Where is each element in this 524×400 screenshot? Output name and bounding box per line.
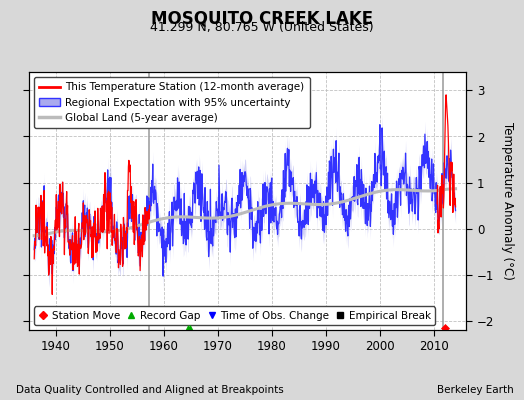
Text: 41.299 N, 80.765 W (United States): 41.299 N, 80.765 W (United States): [150, 21, 374, 34]
Text: Data Quality Controlled and Aligned at Breakpoints: Data Quality Controlled and Aligned at B…: [16, 385, 283, 395]
Text: Berkeley Earth: Berkeley Earth: [437, 385, 514, 395]
Y-axis label: Temperature Anomaly (°C): Temperature Anomaly (°C): [501, 122, 514, 280]
Legend: Station Move, Record Gap, Time of Obs. Change, Empirical Break: Station Move, Record Gap, Time of Obs. C…: [34, 306, 435, 325]
Text: MOSQUITO CREEK LAKE: MOSQUITO CREEK LAKE: [151, 10, 373, 28]
